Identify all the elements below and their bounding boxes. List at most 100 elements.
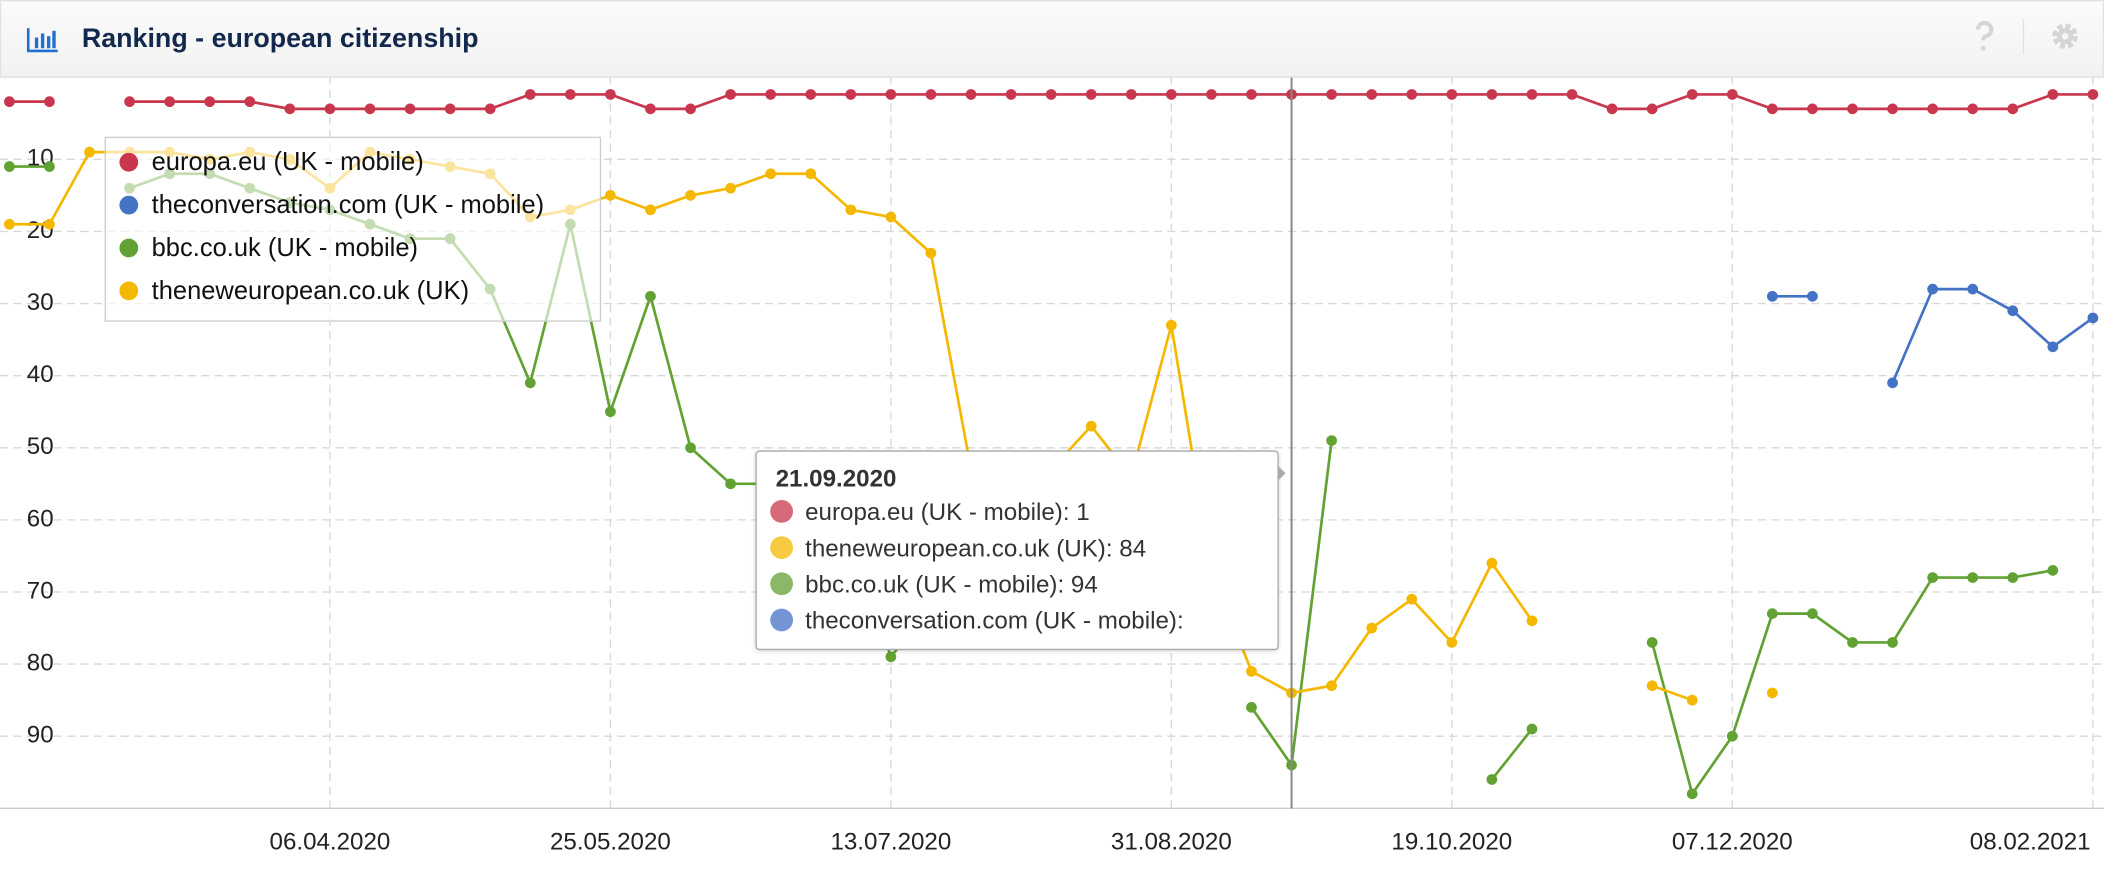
- data-point: [1526, 615, 1538, 627]
- data-point: [2047, 89, 2059, 100]
- data-point: [1406, 89, 1418, 100]
- x-tick-label: 08.02.2021: [1970, 829, 2091, 856]
- data-point: [1165, 89, 1177, 100]
- data-point: [244, 96, 256, 108]
- x-tick-label: 07.12.2020: [1672, 829, 1793, 856]
- header: Ranking - european citizenship: [0, 0, 2104, 78]
- data-point: [1807, 290, 1818, 302]
- tooltip-series: europa.eu (UK - mobile): [805, 498, 1063, 526]
- x-tick-label: 31.08.2020: [1111, 829, 1232, 856]
- data-point: [124, 96, 135, 108]
- data-point: [2047, 564, 2059, 576]
- data-point: [1967, 103, 1979, 115]
- data-point: [605, 190, 616, 201]
- data-point: [404, 103, 416, 115]
- data-point: [725, 182, 736, 194]
- tooltip-row: bbc.co.uk (UK - mobile)94: [770, 571, 1098, 599]
- data-point: [1566, 89, 1578, 100]
- y-tick-label: 50: [27, 433, 54, 460]
- legend-label: europa.eu (UK - mobile): [151, 148, 424, 177]
- data-point: [645, 204, 656, 216]
- legend-item: theneweuropean.co.uk (UK): [119, 277, 469, 306]
- data-point: [1446, 637, 1458, 648]
- data-point: [885, 211, 897, 223]
- data-point: [1726, 89, 1738, 100]
- data-point: [1526, 723, 1538, 735]
- data-point: [685, 442, 696, 454]
- tooltip: 21.09.2020 europa.eu (UK - mobile)1 thene…: [755, 450, 1286, 651]
- help-icon[interactable]: [1975, 20, 1994, 41]
- legend-label: bbc.co.uk (UK - mobile): [151, 234, 419, 263]
- data-point: [925, 89, 937, 100]
- data-point: [805, 89, 817, 100]
- legend: europa.eu (UK - mobile) theconversation.c…: [104, 136, 602, 322]
- data-point: [1927, 572, 1938, 583]
- data-point: [524, 89, 536, 100]
- data-point: [1967, 572, 1979, 583]
- data-point: [1646, 680, 1658, 692]
- y-tick-label: 60: [27, 505, 54, 532]
- x-tick-label: 13.07.2020: [830, 829, 951, 856]
- data-point: [444, 103, 456, 115]
- data-point: [1887, 377, 1898, 389]
- y-tick-label: 70: [27, 577, 54, 604]
- tooltip-row: theconversation.com (UK - mobile): [770, 607, 1184, 635]
- data-point: [1807, 103, 1818, 115]
- series-line: [1651, 684, 1693, 702]
- y-tick-label: 80: [27, 649, 54, 676]
- data-point: [765, 168, 777, 180]
- data-point: [524, 377, 536, 389]
- data-point: [1927, 283, 1938, 295]
- data-point: [1406, 593, 1418, 605]
- data-point: [765, 89, 777, 100]
- legend-marker: [119, 281, 139, 301]
- x-tick-label: 19.10.2020: [1391, 829, 1512, 856]
- data-point: [1326, 89, 1337, 100]
- data-point: [1085, 420, 1097, 432]
- tooltip-marker: [770, 500, 794, 523]
- data-point: [1125, 89, 1137, 100]
- tooltip-series: bbc.co.uk (UK - mobile): [805, 571, 1058, 598]
- data-point: [44, 96, 55, 108]
- data-point: [845, 204, 857, 216]
- data-point: [324, 103, 336, 115]
- data-point: [1326, 435, 1337, 446]
- data-point: [364, 103, 376, 115]
- data-point: [885, 651, 897, 663]
- data-point: [4, 161, 15, 172]
- data-point: [1165, 319, 1177, 331]
- settings-icon[interactable]: [2052, 23, 2078, 49]
- data-point: [1526, 89, 1538, 100]
- data-point: [1967, 283, 1979, 295]
- chart-icon: [26, 28, 58, 53]
- data-point: [1486, 774, 1498, 785]
- data-point: [725, 89, 736, 100]
- tooltip-marker: [770, 608, 794, 632]
- data-point: [2007, 572, 2019, 583]
- data-point: [4, 96, 15, 108]
- series-line: [1490, 728, 1534, 781]
- data-point: [1366, 89, 1378, 100]
- data-point: [645, 103, 656, 115]
- data-point: [2047, 341, 2059, 353]
- data-point: [725, 478, 736, 490]
- data-point: [484, 103, 496, 115]
- data-point: [1045, 89, 1057, 100]
- data-point: [44, 218, 55, 230]
- data-point: [1766, 290, 1778, 302]
- series-line: [1891, 287, 2094, 384]
- toolbar[interactable]: [1963, 18, 2084, 59]
- series-line: [1650, 569, 2054, 798]
- data-point: [1606, 103, 1618, 115]
- data-point: [885, 89, 897, 100]
- legend-item: bbc.co.uk (UK - mobile): [119, 235, 418, 264]
- data-point: [1005, 89, 1017, 100]
- data-point: [1686, 694, 1698, 706]
- chart-title: Ranking - european citizenship: [81, 24, 479, 54]
- data-point: [1446, 89, 1458, 100]
- data-point: [1887, 103, 1898, 115]
- tooltip-marker: [770, 572, 794, 596]
- y-tick-label: 90: [27, 722, 54, 749]
